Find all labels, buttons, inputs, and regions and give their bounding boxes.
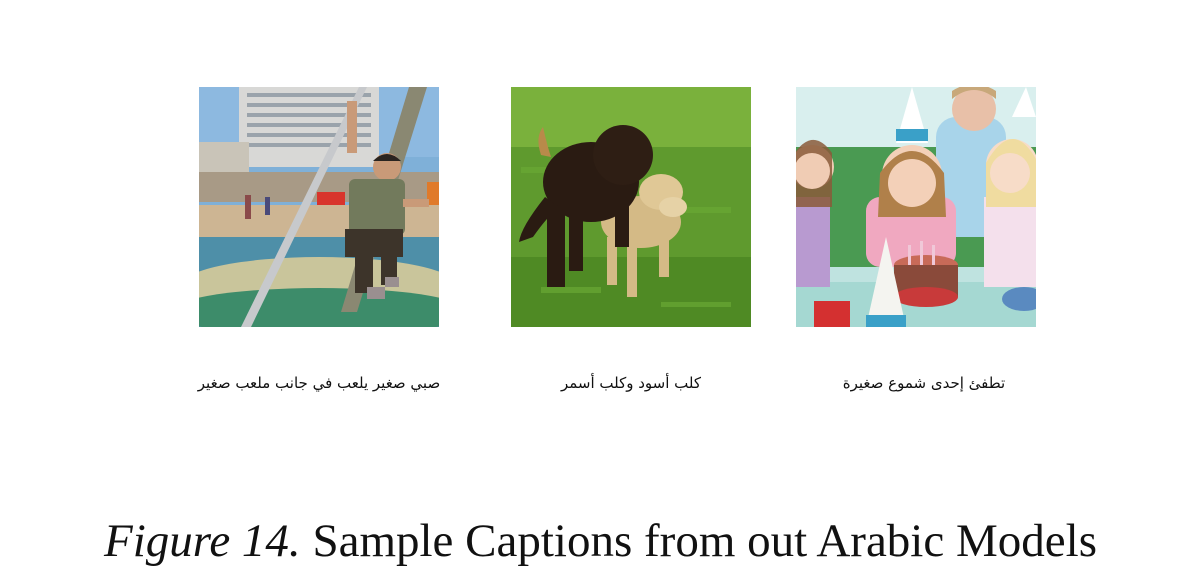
sample-caption: كلب أسود وكلب أسمر bbox=[560, 374, 702, 392]
figure-label: Figure 14. bbox=[104, 515, 301, 567]
sample-caption: تطفئ إحدى شموع صغيرة bbox=[842, 374, 1006, 392]
playground-photo bbox=[199, 87, 439, 327]
sample-caption: صبي صغير يلعب في جانب ملعب صغير bbox=[197, 374, 441, 392]
figure-title: Sample Captions from out Arabic Models bbox=[312, 515, 1097, 567]
dogs-photo bbox=[511, 87, 751, 327]
birthday-photo bbox=[796, 87, 1036, 327]
figure-caption: Figure 14. Sample Captions from out Arab… bbox=[104, 515, 1097, 568]
sample-image-birthday bbox=[796, 87, 1036, 327]
sample-image-dogs bbox=[511, 87, 751, 327]
sample-image-playground bbox=[199, 87, 439, 327]
